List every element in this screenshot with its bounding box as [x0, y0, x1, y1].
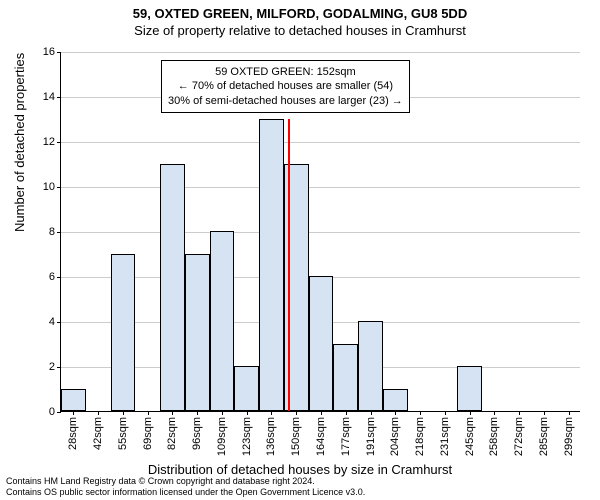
x-tick-mark: [172, 411, 173, 415]
x-tick-mark: [519, 411, 520, 415]
marker-line: [288, 119, 290, 412]
y-tick-label: 0: [49, 406, 55, 418]
histogram-bar: [259, 119, 284, 412]
annotation-line: 59 OXTED GREEN: 152sqm: [168, 65, 403, 79]
x-tick-label: 218sqm: [414, 417, 426, 456]
x-tick-mark: [470, 411, 471, 415]
x-tick-label: 204sqm: [389, 417, 401, 456]
histogram-bar: [457, 366, 482, 411]
y-tick-mark: [57, 142, 61, 143]
histogram-bar: [160, 164, 185, 412]
x-tick-label: 272sqm: [513, 417, 525, 456]
chart-container: 59, OXTED GREEN, MILFORD, GODALMING, GU8…: [0, 0, 600, 500]
x-tick-label: 285sqm: [538, 417, 550, 456]
y-tick-label: 12: [43, 136, 55, 148]
y-tick-label: 8: [49, 226, 55, 238]
histogram-bar: [185, 254, 210, 412]
x-tick-mark: [271, 411, 272, 415]
plot-area: 024681012141628sqm42sqm55sqm69sqm82sqm96…: [60, 52, 580, 412]
x-tick-mark: [247, 411, 248, 415]
chart-subtitle: Size of property relative to detached ho…: [0, 21, 600, 38]
histogram-bar: [358, 321, 383, 411]
histogram-bar: [210, 231, 235, 411]
x-tick-mark: [544, 411, 545, 415]
x-tick-mark: [73, 411, 74, 415]
y-tick-mark: [57, 232, 61, 233]
x-tick-label: 150sqm: [290, 417, 302, 456]
grid-line: [61, 142, 580, 143]
y-axis-label: Number of detached properties: [12, 53, 27, 232]
x-tick-label: 69sqm: [142, 417, 154, 450]
grid-line: [61, 52, 580, 53]
y-tick-mark: [57, 97, 61, 98]
footer-line-1: Contains HM Land Registry data © Crown c…: [6, 476, 594, 487]
x-tick-mark: [420, 411, 421, 415]
y-tick-mark: [57, 52, 61, 53]
histogram-bar: [309, 276, 334, 411]
x-tick-mark: [296, 411, 297, 415]
y-tick-label: 16: [43, 46, 55, 58]
x-tick-label: 96sqm: [191, 417, 203, 450]
x-tick-mark: [222, 411, 223, 415]
x-tick-label: 191sqm: [365, 417, 377, 456]
x-tick-label: 299sqm: [563, 417, 575, 456]
y-tick-mark: [57, 187, 61, 188]
x-tick-label: 164sqm: [315, 417, 327, 456]
chart-title: 59, OXTED GREEN, MILFORD, GODALMING, GU8…: [0, 0, 600, 21]
x-tick-mark: [98, 411, 99, 415]
x-tick-label: 28sqm: [67, 417, 79, 450]
y-tick-label: 4: [49, 316, 55, 328]
y-tick-mark: [57, 322, 61, 323]
x-tick-label: 177sqm: [340, 417, 352, 456]
histogram-bar: [333, 344, 358, 412]
x-tick-label: 42sqm: [92, 417, 104, 450]
x-tick-mark: [494, 411, 495, 415]
x-tick-label: 231sqm: [439, 417, 451, 456]
x-tick-mark: [123, 411, 124, 415]
annotation-line: ← 70% of detached houses are smaller (54…: [168, 79, 403, 93]
x-tick-mark: [445, 411, 446, 415]
y-tick-label: 2: [49, 361, 55, 373]
histogram-bar: [234, 366, 259, 411]
x-tick-label: 55sqm: [117, 417, 129, 450]
x-tick-label: 258sqm: [488, 417, 500, 456]
histogram-bar: [61, 389, 86, 412]
annotation-line: 30% of semi-detached houses are larger (…: [168, 94, 403, 108]
x-tick-mark: [569, 411, 570, 415]
x-tick-mark: [346, 411, 347, 415]
y-tick-label: 6: [49, 271, 55, 283]
x-tick-label: 82sqm: [166, 417, 178, 450]
x-tick-mark: [395, 411, 396, 415]
grid-line: [61, 187, 580, 188]
x-tick-label: 123sqm: [241, 417, 253, 456]
footer: Contains HM Land Registry data © Crown c…: [6, 476, 594, 498]
x-tick-mark: [197, 411, 198, 415]
y-tick-mark: [57, 412, 61, 413]
x-axis-label: Distribution of detached houses by size …: [0, 462, 600, 477]
annotation-box: 59 OXTED GREEN: 152sqm← 70% of detached …: [161, 60, 410, 113]
x-tick-mark: [321, 411, 322, 415]
footer-line-2: Contains OS public sector information li…: [6, 487, 594, 498]
histogram-bar: [111, 254, 136, 412]
y-tick-label: 10: [43, 181, 55, 193]
histogram-bar: [383, 389, 408, 412]
x-tick-label: 245sqm: [464, 417, 476, 456]
y-tick-mark: [57, 367, 61, 368]
x-tick-label: 136sqm: [265, 417, 277, 456]
y-tick-mark: [57, 277, 61, 278]
y-tick-label: 14: [43, 91, 55, 103]
x-tick-mark: [148, 411, 149, 415]
grid-line: [61, 232, 580, 233]
x-tick-mark: [371, 411, 372, 415]
x-tick-label: 109sqm: [216, 417, 228, 456]
